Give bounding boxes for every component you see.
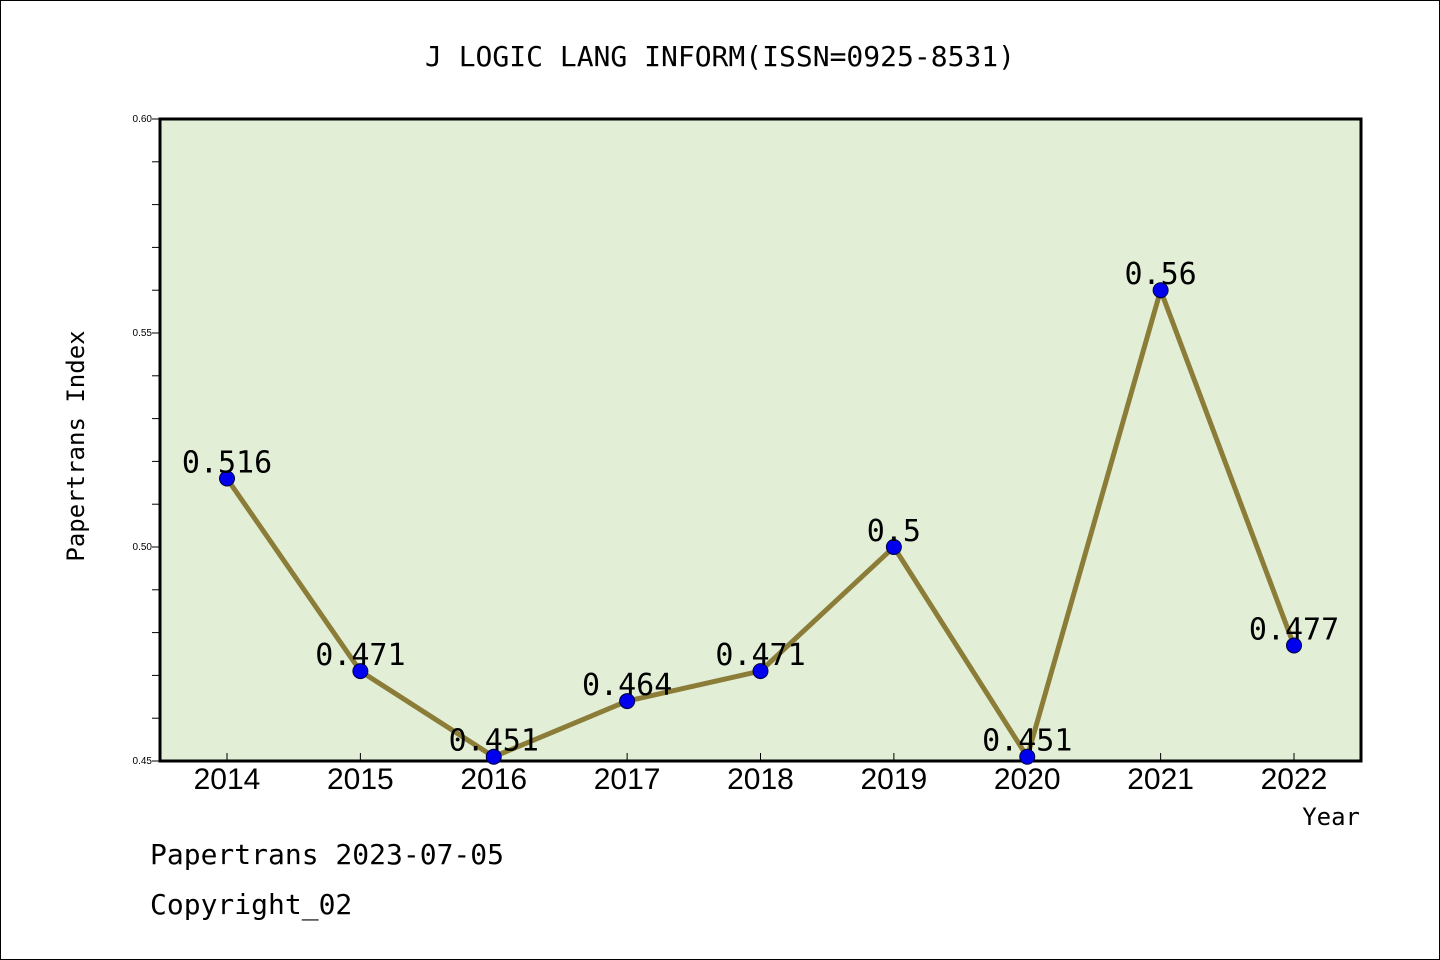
- x-tick-label: 2018: [727, 763, 794, 796]
- plot-area: [158, 117, 1363, 763]
- y-tick-label: 0.55: [133, 328, 153, 339]
- y-axis-label: Papertrans Index: [62, 330, 90, 561]
- data-label: 0.471: [315, 638, 405, 673]
- data-label: 0.471: [715, 638, 805, 673]
- data-label: 0.464: [582, 668, 672, 703]
- x-tick-label: 2015: [327, 763, 394, 796]
- data-point: [219, 470, 235, 487]
- data-point: [1152, 282, 1169, 299]
- y-tick-label: 0.60: [133, 114, 153, 125]
- data-point: [885, 539, 902, 555]
- footer-source: Papertrans 2023-07-05: [150, 838, 504, 871]
- x-tick-label: 2019: [861, 763, 928, 796]
- chart-title: J LOGIC LANG INFORM(ISSN=0925-8531): [425, 40, 1015, 73]
- data-point: [352, 663, 369, 680]
- data-labels: 0.516 0.471 0.451 0.464 0.471 0.5 0.451 0.56 0.4…: [182, 257, 1339, 759]
- x-axis-label: Year: [1302, 803, 1360, 831]
- x-tick-label: 2017: [594, 763, 661, 796]
- data-label: 0.56: [1125, 257, 1197, 292]
- y-minor-ticks: [152, 118, 160, 762]
- y-tick-labels: 0.45 0.50 0.55 0.60: [133, 114, 153, 767]
- x-tick-label: 2020: [994, 763, 1061, 796]
- data-point: [752, 663, 769, 680]
- data-point: [485, 748, 502, 765]
- x-tick-label: 2016: [460, 763, 527, 796]
- data-markers: [219, 282, 1302, 765]
- x-tick-label: 2021: [1127, 763, 1194, 796]
- x-tick-label: 2014: [194, 763, 261, 796]
- x-axis-ticks: [226, 753, 1295, 761]
- data-point: [1286, 637, 1302, 654]
- data-label: 0.451: [982, 724, 1072, 759]
- x-tick-label: 2022: [1261, 763, 1328, 796]
- data-label: 0.451: [449, 724, 539, 759]
- y-tick-label: 0.50: [133, 542, 153, 553]
- data-point: [619, 693, 636, 710]
- y-tick-label: 0.45: [133, 756, 153, 767]
- data-label: 0.516: [182, 446, 272, 481]
- footer-copyright: Copyright_02: [150, 888, 352, 922]
- data-label: 0.5: [867, 514, 921, 549]
- x-tick-labels: 2014 2015 2016 2017 2018 2019 2020 2021 2022: [194, 763, 1328, 796]
- data-label: 0.477: [1249, 612, 1339, 647]
- data-point: [1019, 748, 1036, 765]
